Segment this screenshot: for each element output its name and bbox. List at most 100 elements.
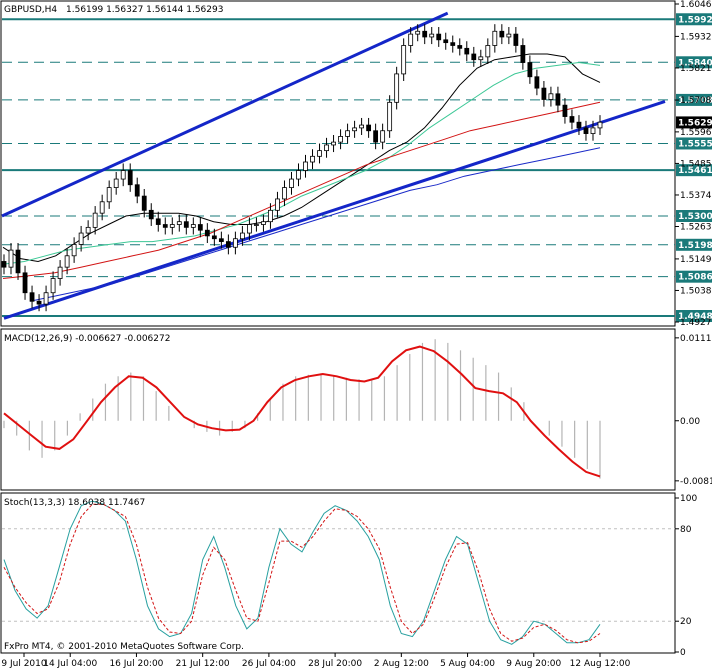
candle-body — [57, 266, 63, 279]
candle-body — [576, 121, 582, 129]
candle-body — [401, 45, 407, 75]
candle-body — [373, 130, 379, 143]
candle-body — [15, 249, 21, 274]
price-tick-label: 1.58210 — [680, 64, 712, 74]
time-tick-label: 12 Aug 12:00 — [570, 659, 631, 669]
candle-body — [127, 170, 133, 186]
level-value: 1.50865 — [678, 273, 712, 283]
candle-body — [85, 226, 91, 234]
candle-body — [457, 45, 463, 49]
moving-average-red — [2, 101, 601, 279]
candlesticks — [1, 24, 603, 312]
candle-body — [590, 127, 596, 134]
level-tag — [676, 137, 712, 150]
candle-body — [254, 224, 259, 226]
candle-body — [155, 218, 161, 225]
candle-body — [562, 104, 568, 117]
time-tick-label: 16 Jul 20:00 — [109, 659, 163, 669]
moving-average-black — [2, 53, 601, 263]
candle-body — [548, 93, 554, 100]
candle-body — [204, 229, 210, 237]
candle-body — [569, 116, 575, 123]
level-tag — [676, 210, 712, 222]
stochastic-tick-label: 0 — [680, 648, 686, 658]
candle-body — [183, 221, 189, 228]
candle-body — [492, 30, 498, 46]
candle-body — [275, 198, 280, 211]
candle-body — [513, 33, 519, 46]
time-tick-label: 26 Jul 04:00 — [242, 659, 296, 669]
candle-body — [338, 136, 343, 143]
candle-body — [8, 249, 14, 268]
candle-body — [422, 30, 428, 38]
price-tick-label: 1.59320 — [680, 32, 712, 42]
macd-tick-label: 0.00 — [680, 417, 700, 427]
current-price-tag — [676, 116, 712, 129]
candle-body — [296, 170, 301, 180]
time-tick-label: 28 Jul 20:00 — [308, 659, 362, 669]
macd-histogram — [3, 339, 601, 479]
candle-body — [408, 33, 414, 46]
candle-body — [29, 292, 35, 302]
candle-body — [359, 124, 365, 129]
channel-line — [3, 100, 666, 320]
price-axis: 1.59923 1.58409 1.57085 1.55552 1.54613 1.530… — [675, 0, 712, 328]
horizontal-levels — [2, 18, 675, 318]
level-tag — [676, 310, 712, 323]
candle-body — [478, 56, 484, 61]
price-tick-label: 1.49270 — [680, 318, 712, 328]
macd-tick-label: -0.008104 — [680, 477, 712, 487]
level-value: 1.55552 — [678, 139, 712, 149]
macd-tick-label: 0.011180 — [680, 334, 712, 344]
moving-average-blue — [29, 147, 601, 302]
candle-body — [387, 101, 393, 132]
candle-body — [92, 212, 98, 228]
price-tick-label: 1.51490 — [680, 255, 712, 265]
price-tick-label: 1.52630 — [680, 223, 712, 233]
candle-body — [64, 255, 70, 268]
level-value: 1.54613 — [678, 166, 712, 176]
candle-body — [120, 170, 126, 180]
candle-body — [113, 178, 119, 188]
level-value: 1.57085 — [678, 96, 712, 106]
price-panel: GBPUSD,H4 1.56199 1.56327 1.56144 1.5629… — [0, 0, 712, 328]
candle-body — [485, 45, 491, 58]
candle-body — [282, 187, 287, 200]
candle-body — [99, 201, 105, 214]
candle-body — [78, 232, 84, 245]
level-tag — [676, 56, 712, 69]
price-tick-label: 1.60460 — [680, 0, 712, 10]
candle-body — [50, 278, 56, 294]
candle-body — [520, 45, 526, 63]
candle-body — [134, 184, 140, 197]
candle-body — [429, 33, 435, 38]
candle-body — [443, 39, 449, 44]
macd-panel: MACD(12,26,9) -0.006627 -0.006272 0.0111… — [0, 328, 712, 491]
copyright-text: FxPro MT4, © 2001-2010 MetaQuotes Softwa… — [4, 642, 244, 652]
level-tag — [676, 238, 712, 251]
level-value: 1.51987 — [678, 241, 712, 251]
candle-body — [534, 76, 540, 89]
time-tick-label: 9 Aug 20:00 — [506, 659, 561, 669]
candle-body — [176, 221, 182, 225]
moving-averages — [2, 53, 601, 302]
macd-panel-frame — [0, 328, 676, 491]
price-tick-label: 1.55960 — [680, 128, 712, 138]
candle-body — [583, 127, 589, 134]
stochastic-lines — [2, 500, 675, 645]
candle-body — [148, 209, 154, 220]
candle-body — [71, 244, 77, 257]
candle-body — [36, 300, 42, 305]
level-value: 1.58409 — [678, 58, 712, 68]
price-tick-label: 1.54850 — [680, 159, 712, 169]
stochastic-panel-frame — [0, 492, 676, 654]
macd-axis: 0.011180 0.00 -0.008104 — [675, 334, 712, 487]
level-tag — [676, 93, 712, 106]
candle-body — [303, 161, 308, 171]
macd-label: MACD(12,26,9) -0.006627 -0.006272 — [4, 334, 170, 344]
stochastic-tick-label: 20 — [680, 617, 692, 627]
candle-body — [527, 62, 533, 78]
channel-line — [1, 11, 449, 218]
